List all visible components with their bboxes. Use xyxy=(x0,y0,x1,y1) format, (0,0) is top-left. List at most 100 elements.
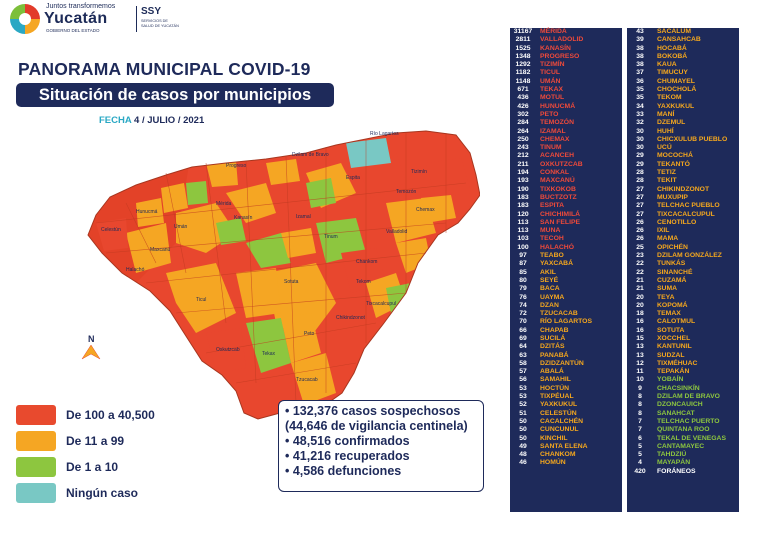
case-count: 103 xyxy=(517,235,529,243)
case-count: 85 xyxy=(519,268,527,276)
label-tekom: Tekom xyxy=(356,279,371,285)
municipality-name: BUCTZOTZ xyxy=(540,193,577,201)
municipality-name: TAHDZIÚ xyxy=(657,451,687,459)
municipality-name: TICUL xyxy=(540,69,561,77)
table-row: 27 TELCHAC PUEBLO xyxy=(627,202,739,210)
case-count: 11 xyxy=(636,368,644,376)
case-count: 28 xyxy=(636,177,644,185)
municipality-name: TIXMÉHUAC xyxy=(657,359,698,367)
case-count: 113 xyxy=(517,218,529,226)
case-count: 64 xyxy=(519,343,527,351)
table-row: 72 TZUCACAB xyxy=(510,310,622,318)
municipality-name: SINANCHÉ xyxy=(657,268,693,276)
table-row: 284 TEMOZÓN xyxy=(510,119,622,127)
case-count: 39 xyxy=(636,36,644,44)
legend-label: De 1 a 10 xyxy=(66,460,119,474)
municipality-name: SUMA xyxy=(657,285,678,293)
stat-confirmed: • 48,516 confirmados xyxy=(285,434,410,448)
table-row: 69 SUCILÁ xyxy=(510,335,622,343)
stat-recovered: • 41,216 recuperados xyxy=(285,449,410,463)
table-row: 28 TEKIT xyxy=(627,177,739,185)
table-row: 31167 MÉRIDA xyxy=(510,28,622,36)
municipality-name: TEKAL DE VENEGAS xyxy=(657,434,726,442)
table-row: 420 FORÁNEOS xyxy=(627,468,739,476)
municipality-name: TELCHAC PUERTO xyxy=(657,417,720,425)
table-row: 250 CHEMAX xyxy=(510,136,622,144)
municipality-name: MAMA xyxy=(657,235,679,243)
municipality-name: BACA xyxy=(540,285,560,293)
case-count: 79 xyxy=(519,285,527,293)
label-tinum: Tinum xyxy=(324,234,338,240)
label-maxcanu: Maxcanú xyxy=(150,247,171,253)
table-row: 212 ACANCEH xyxy=(510,152,622,160)
logo-tagline: Juntos transformemos xyxy=(46,3,116,10)
municipality-name: KOPOMÁ xyxy=(657,301,688,309)
municipality-name: HOCTÚN xyxy=(540,384,570,392)
case-count: 16 xyxy=(636,326,644,334)
municipality-name: CALOTMUL xyxy=(657,318,696,326)
municipality-name: SANAHCAT xyxy=(657,409,695,417)
case-count: 50 xyxy=(519,426,527,434)
municipality-name: XOCCHEL xyxy=(657,334,691,342)
municipality-name: IXIL xyxy=(657,227,670,235)
table-row: 85 AKIL xyxy=(510,269,622,277)
table-row: 190 TIXKOKOB xyxy=(510,186,622,194)
table-row: 79 BACA xyxy=(510,285,622,293)
municipality-name: OPICHÉN xyxy=(657,243,688,251)
municipality-name: HUNUCMÁ xyxy=(540,102,576,110)
case-count: 52 xyxy=(519,401,527,409)
case-count: 183 xyxy=(517,202,529,210)
municipality-name: CHACSINKÍN xyxy=(657,384,700,392)
table-row: 113 SAN FELIPE xyxy=(510,219,622,227)
case-count: 190 xyxy=(517,185,529,193)
case-count: 1182 xyxy=(515,69,531,77)
table-row: 7 TELCHAC PUERTO xyxy=(627,418,739,426)
case-count: 1525 xyxy=(515,44,531,52)
table-row: 53 TIXPÉUAL xyxy=(510,393,622,401)
table-row: 4 MAYAPÁN xyxy=(627,459,739,467)
summary-stats-box: • 132,376 casos sospechosos (44,646 de v… xyxy=(278,400,484,492)
case-count: 250 xyxy=(517,135,529,143)
stat-sentinel: (44,646 de vigilancia centinela) xyxy=(285,419,468,433)
municipality-name: TIXCACALCUPUL xyxy=(657,210,715,218)
case-count: 53 xyxy=(519,384,527,392)
page-title: PANORAMA MUNICIPAL COVID-19 xyxy=(18,59,311,79)
municipality-name: CANTAMAYEC xyxy=(657,442,705,450)
municipality-name: MOTUL xyxy=(540,94,565,102)
municipality-name: TEABO xyxy=(540,252,564,260)
table-row: 43 SACALUM xyxy=(627,28,739,36)
case-count: 5 xyxy=(638,451,642,459)
case-count: 21 xyxy=(636,276,644,284)
legend-label: De 11 a 99 xyxy=(66,434,125,448)
case-count: 57 xyxy=(519,368,527,376)
municipality-name: DZAN xyxy=(540,301,559,309)
table-row: 32 DZEMUL xyxy=(627,119,739,127)
case-count: 26 xyxy=(636,235,644,243)
table-row: 10 YOBAÍN xyxy=(627,376,739,384)
case-count: 8 xyxy=(638,401,642,409)
municipality-name: SACALUM xyxy=(657,28,691,35)
case-count: 194 xyxy=(517,169,529,177)
case-count: 1292 xyxy=(515,61,531,69)
case-count: 36 xyxy=(636,77,644,85)
case-count: 7 xyxy=(638,417,642,425)
case-count: 46 xyxy=(519,459,527,467)
label-espita: Espita xyxy=(346,175,360,181)
municipality-name: TIZIMÍN xyxy=(540,61,565,69)
municipality-name: AKIL xyxy=(540,268,556,276)
municipality-name: MANÍ xyxy=(657,110,675,118)
municipality-name: CACALCHÉN xyxy=(540,417,584,425)
municipality-name: TEMOZÓN xyxy=(540,119,574,127)
case-count: 20 xyxy=(636,293,644,301)
case-count: 211 xyxy=(517,160,529,168)
table-row: 66 CHAPAB xyxy=(510,327,622,335)
case-count: 9 xyxy=(638,384,642,392)
table-row: 1348 PROGRESO xyxy=(510,53,622,61)
table-row: 8 SANAHCAT xyxy=(627,410,739,418)
table-row: 25 OPICHÉN xyxy=(627,244,739,252)
yucatan-municipal-map: Río Lagartos Dzilam de Bravo Progreso Ti… xyxy=(87,130,480,420)
municipality-name: MÉRIDA xyxy=(540,28,567,35)
table-row: 28 TETIZ xyxy=(627,169,739,177)
table-row: 1525 KANASÍN xyxy=(510,45,622,53)
label-oxkutzcab: Oxkutzcab xyxy=(216,347,240,353)
